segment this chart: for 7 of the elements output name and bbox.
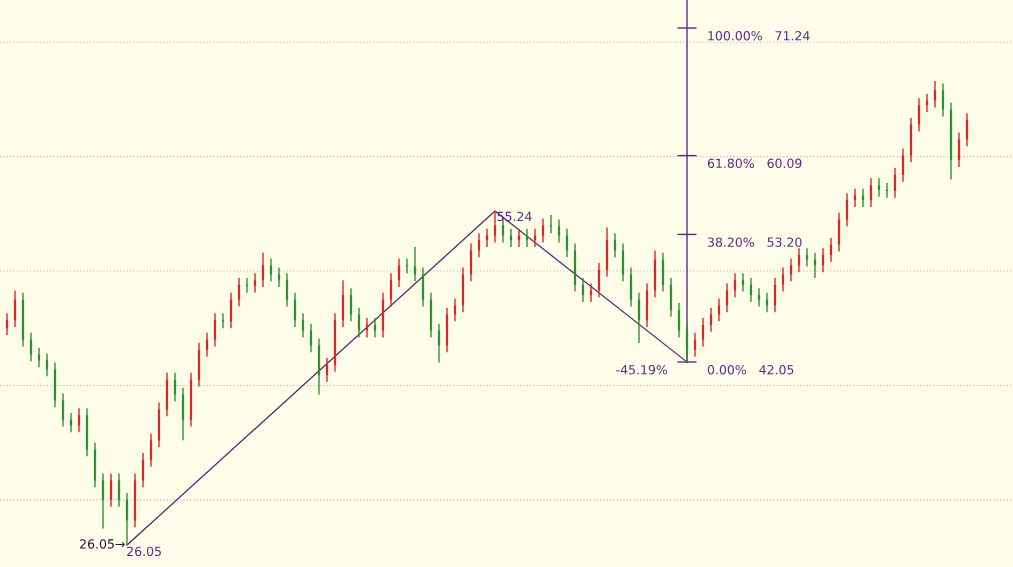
ref-line-label: 38.20% 53.20 bbox=[707, 237, 802, 247]
annotation: -45.19% bbox=[616, 364, 668, 375]
ref-line-label: 61.80% 60.09 bbox=[707, 158, 802, 169]
ref-line-label: 0.00% 42.05 bbox=[707, 364, 794, 375]
annotation: 26.05→ bbox=[80, 539, 125, 549]
annotation: 26.05 bbox=[127, 546, 161, 557]
ref-line-label: 100.00% 71.24 bbox=[708, 31, 810, 41]
